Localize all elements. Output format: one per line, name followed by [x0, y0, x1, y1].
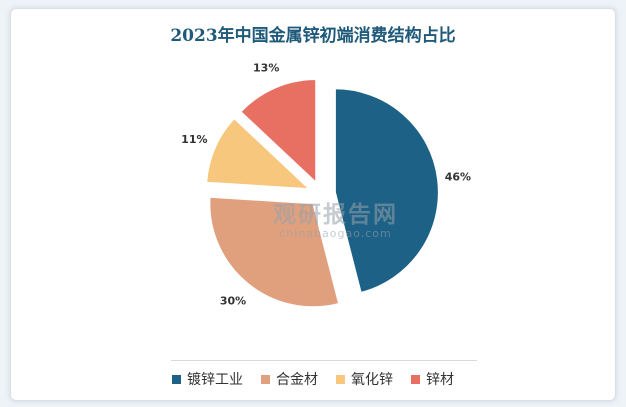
chart-title: 2023年中国金属锌初端消费结构占比 — [170, 26, 456, 46]
legend-swatch — [336, 374, 345, 384]
pie-data-label-2: 30% — [220, 294, 246, 307]
pie-slice-2 — [208, 195, 341, 309]
legend-label: 镀锌工业 — [187, 372, 243, 388]
legend-item-3: 氧化锌 — [336, 369, 393, 389]
legend-swatch — [411, 374, 420, 384]
legend-item-1: 镀锌工业 — [172, 369, 243, 389]
pie-data-label-3: 11% — [181, 133, 207, 146]
watermark-sub: chinabaogao.com — [279, 227, 392, 240]
legend-item-2: 合金材 — [261, 369, 318, 389]
pie-slice-4 — [239, 77, 318, 186]
pie-slice-1 — [333, 87, 440, 295]
legend-swatch — [172, 374, 181, 384]
pie-data-label-4: 13% — [253, 61, 279, 74]
legend-item-4: 锌材 — [411, 369, 454, 389]
pie-chart: 46% 30% 11% 13% — [181, 61, 471, 309]
watermark-main: 观研报告网 — [273, 202, 398, 228]
legend-label: 锌材 — [426, 372, 454, 388]
pie-slices — [205, 77, 440, 309]
pie-data-labels: 46% 30% 11% 13% — [181, 61, 471, 307]
chart-card: 2023年中国金属锌初端消费结构占比 46% 30% 11% 13% 观研报告网 ch… — [10, 8, 616, 401]
pie-data-label-1: 46% — [445, 171, 471, 184]
watermark: 观研报告网 chinabaogao.com — [273, 195, 398, 240]
pie-slice-3 — [205, 116, 313, 191]
legend-divider — [171, 360, 477, 361]
legend-swatch — [261, 374, 270, 384]
chart-legend: 镀锌工业 合金材 氧化锌 锌材 — [11, 369, 615, 389]
legend-label: 合金材 — [276, 372, 318, 388]
legend-label: 氧化锌 — [351, 372, 393, 388]
